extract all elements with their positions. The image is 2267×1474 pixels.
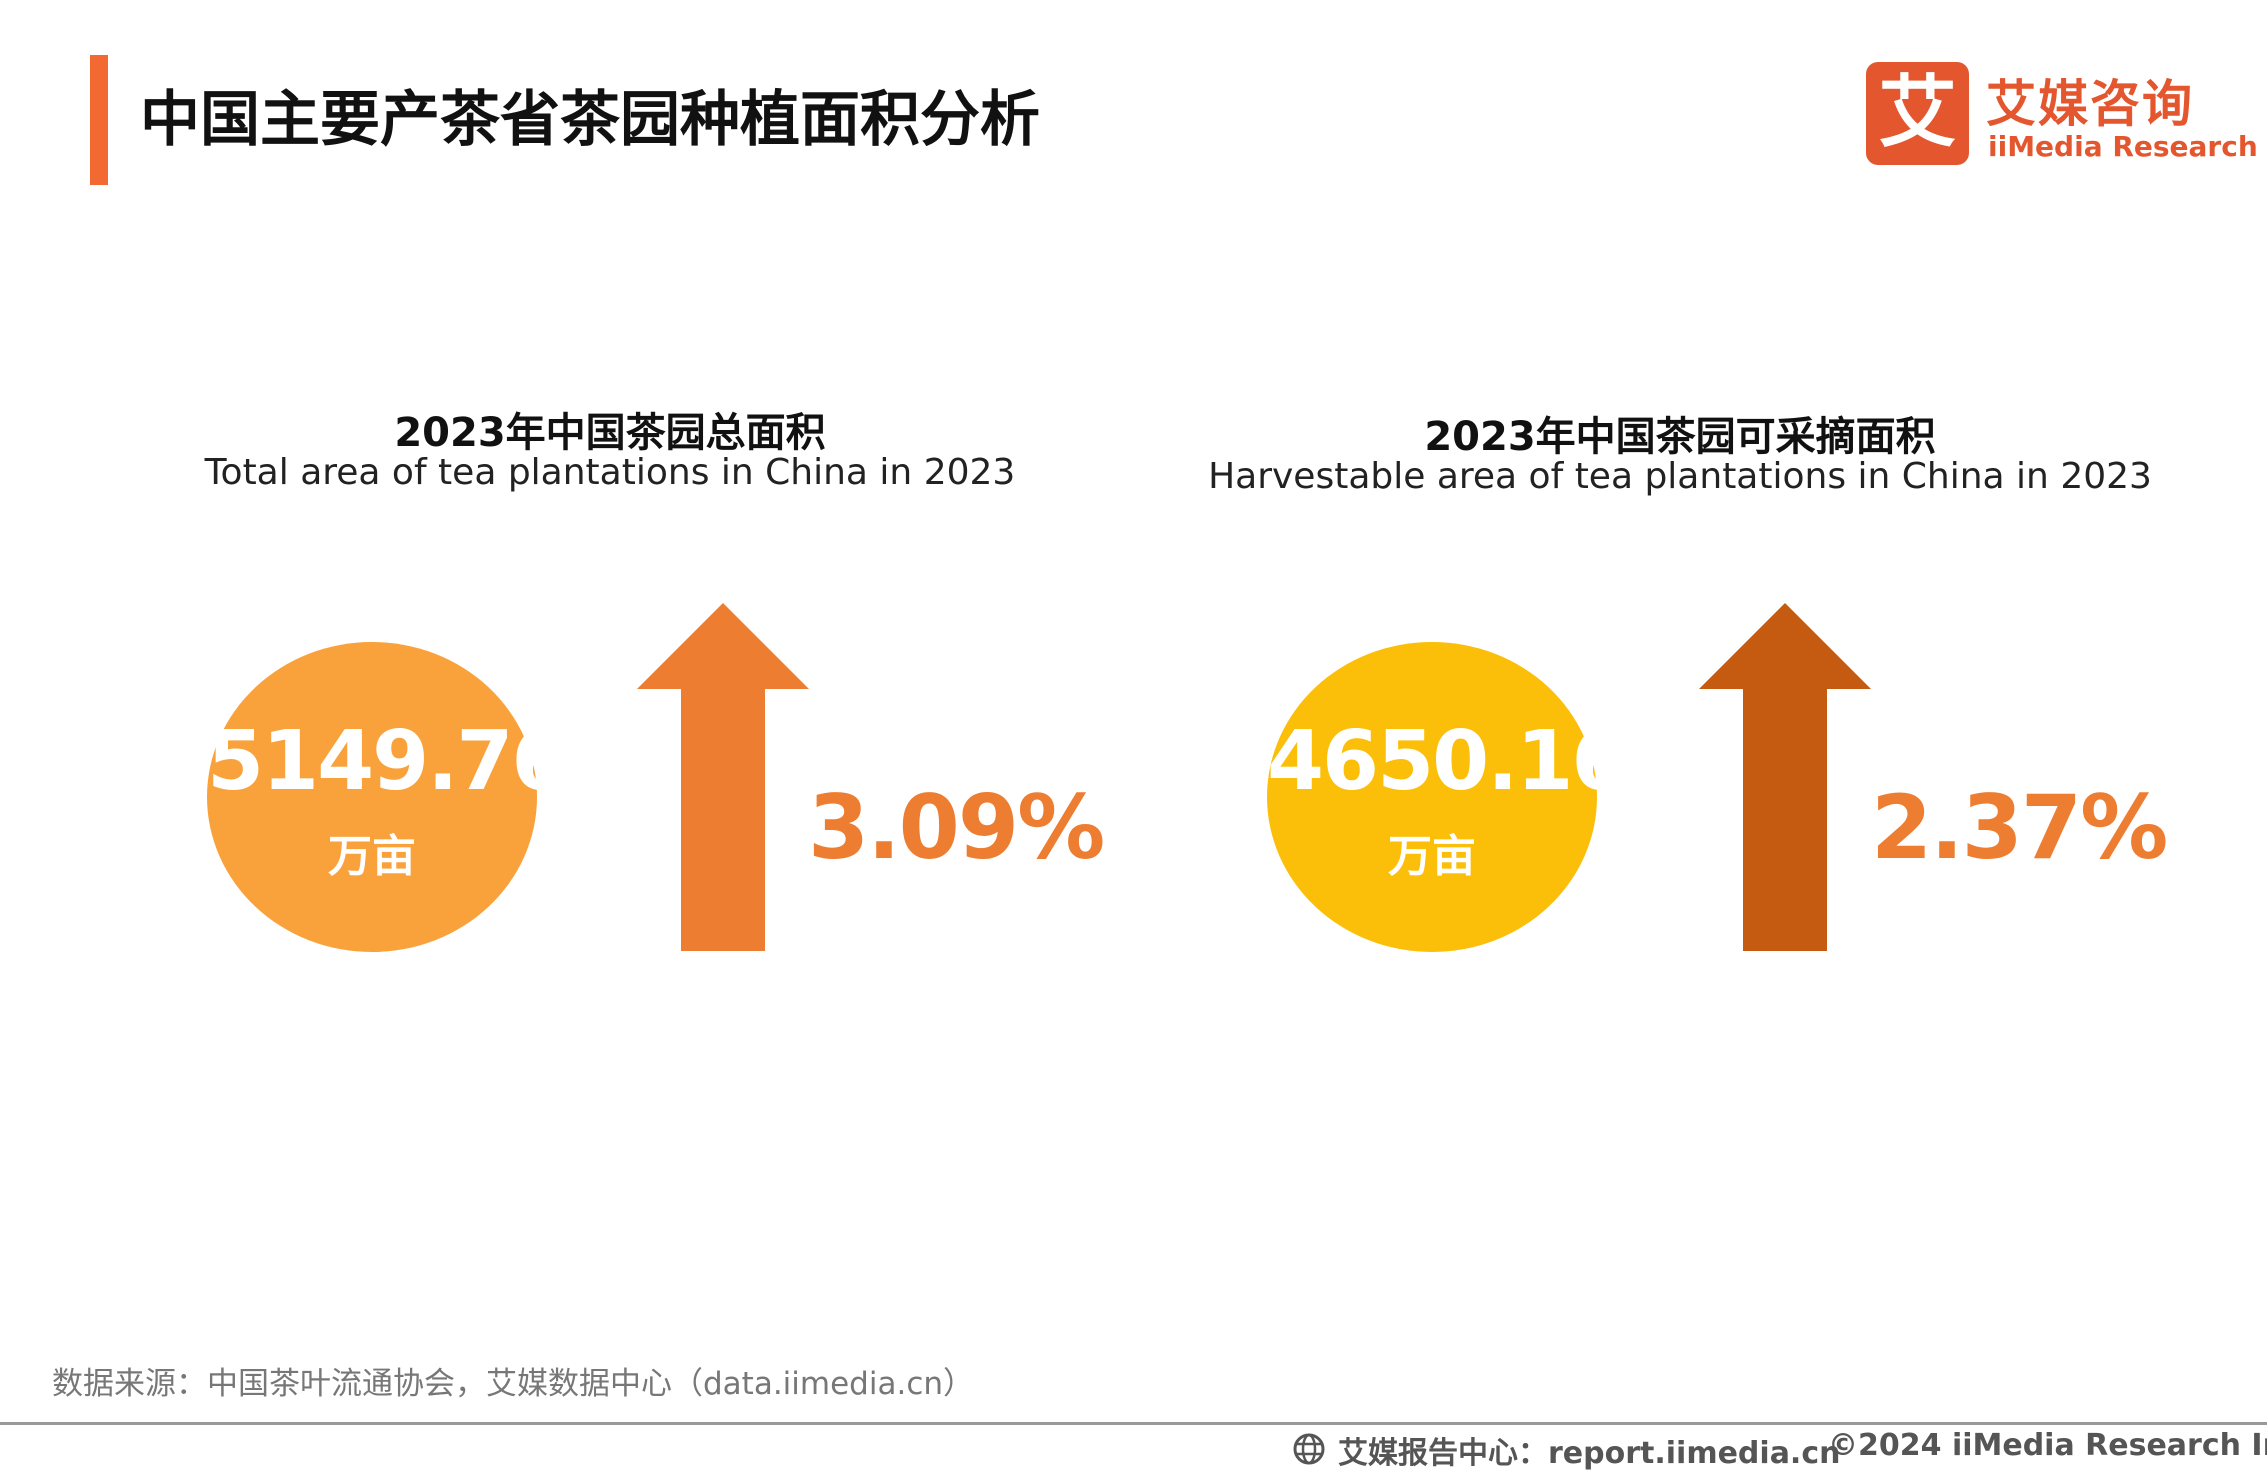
kpi-2-title: 2023年中国茶园可采摘面积 bbox=[1424, 414, 1936, 460]
kpi-1-value-circle: 5149.76 万亩 bbox=[207, 642, 568, 952]
footer-copyright: ©2024 iiMedia Research Inc bbox=[1828, 1428, 2267, 1463]
kpi-1-subtitle: Total area of tea plantations in China i… bbox=[204, 452, 1016, 493]
kpi-2-growth-rate: 2.37% bbox=[1871, 776, 2168, 879]
iimedia-logo: 艾 艾媒咨询 iiMedia Research bbox=[1866, 62, 2258, 172]
kpi-1-value: 5149.76 bbox=[207, 714, 568, 809]
kpi-1-unit: 万亩 bbox=[328, 831, 416, 882]
kpi-2-up-arrow-icon bbox=[1699, 603, 1871, 951]
kpi-2-subtitle: Harvestable area of tea plantations in C… bbox=[1208, 456, 2152, 497]
data-source: 数据来源：中国茶叶流通协会，艾媒数据中心（data.iimedia.cn） bbox=[52, 1366, 975, 1402]
kpi-1-growth-rate: 3.09% bbox=[808, 776, 1105, 879]
logo-mark bbox=[1866, 62, 1969, 165]
footer-divider bbox=[0, 1422, 2267, 1425]
kpi-2-unit: 万亩 bbox=[1388, 831, 1476, 882]
logo-name-en: iiMedia Research bbox=[1988, 130, 2258, 163]
footer: 艾媒报告中心：report.iimedia.cn ©2024 iiMedia R… bbox=[1292, 1428, 2267, 1471]
kpi-1-title: 2023年中国茶园总面积 bbox=[394, 410, 826, 456]
globe-icon bbox=[1293, 1433, 1325, 1465]
kpi-2-value: 4650.16 bbox=[1267, 714, 1628, 809]
kpi-1-up-arrow-icon bbox=[637, 603, 809, 951]
kpi-2-value-circle: 4650.16 万亩 bbox=[1267, 642, 1628, 952]
logo-name-cn: 艾媒咨询 bbox=[1986, 75, 2194, 133]
footer-site-link[interactable]: 艾媒报告中心：report.iimedia.cn bbox=[1338, 1436, 1841, 1471]
logo-mark-char: 艾 bbox=[1878, 68, 1957, 158]
title-accent-bar bbox=[90, 55, 108, 185]
page-title: 中国主要产茶省茶园种植面积分析 bbox=[140, 85, 1040, 155]
